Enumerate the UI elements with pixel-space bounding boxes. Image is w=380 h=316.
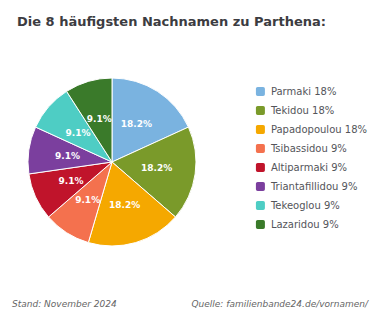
svg-text:9.1%: 9.1% [59,176,84,186]
svg-text:Die 8 häufigsten Nachnamen zu: Die 8 häufigsten Nachnamen zu Parthena: [17,14,326,29]
svg-text:18.2%: 18.2% [109,200,140,210]
svg-text:Lazaridou 9%: Lazaridou 9% [271,219,339,230]
svg-text:9.1%: 9.1% [55,151,80,161]
svg-text:Tekidou 18%: Tekidou 18% [270,105,334,116]
svg-text:9.1%: 9.1% [87,114,112,124]
svg-text:18.2%: 18.2% [141,163,172,173]
svg-text:Tekeoglou 9%: Tekeoglou 9% [270,200,340,211]
svg-text:Quelle: familienbande24.de/vor: Quelle: familienbande24.de/vornamen/ [191,299,368,309]
svg-text:9.1%: 9.1% [75,195,100,205]
svg-text:Triantafillidou 9%: Triantafillidou 9% [270,181,358,192]
svg-text:Tsibassidou 9%: Tsibassidou 9% [270,143,347,154]
svg-text:9.1%: 9.1% [66,128,91,138]
svg-text:Papadopoulou 18%: Papadopoulou 18% [271,124,367,135]
svg-text:Altiparmaki 9%: Altiparmaki 9% [271,162,347,173]
svg-text:Parmaki 18%: Parmaki 18% [271,86,337,97]
svg-text:Stand: November 2024: Stand: November 2024 [12,299,117,309]
svg-text:18.2%: 18.2% [121,119,152,129]
